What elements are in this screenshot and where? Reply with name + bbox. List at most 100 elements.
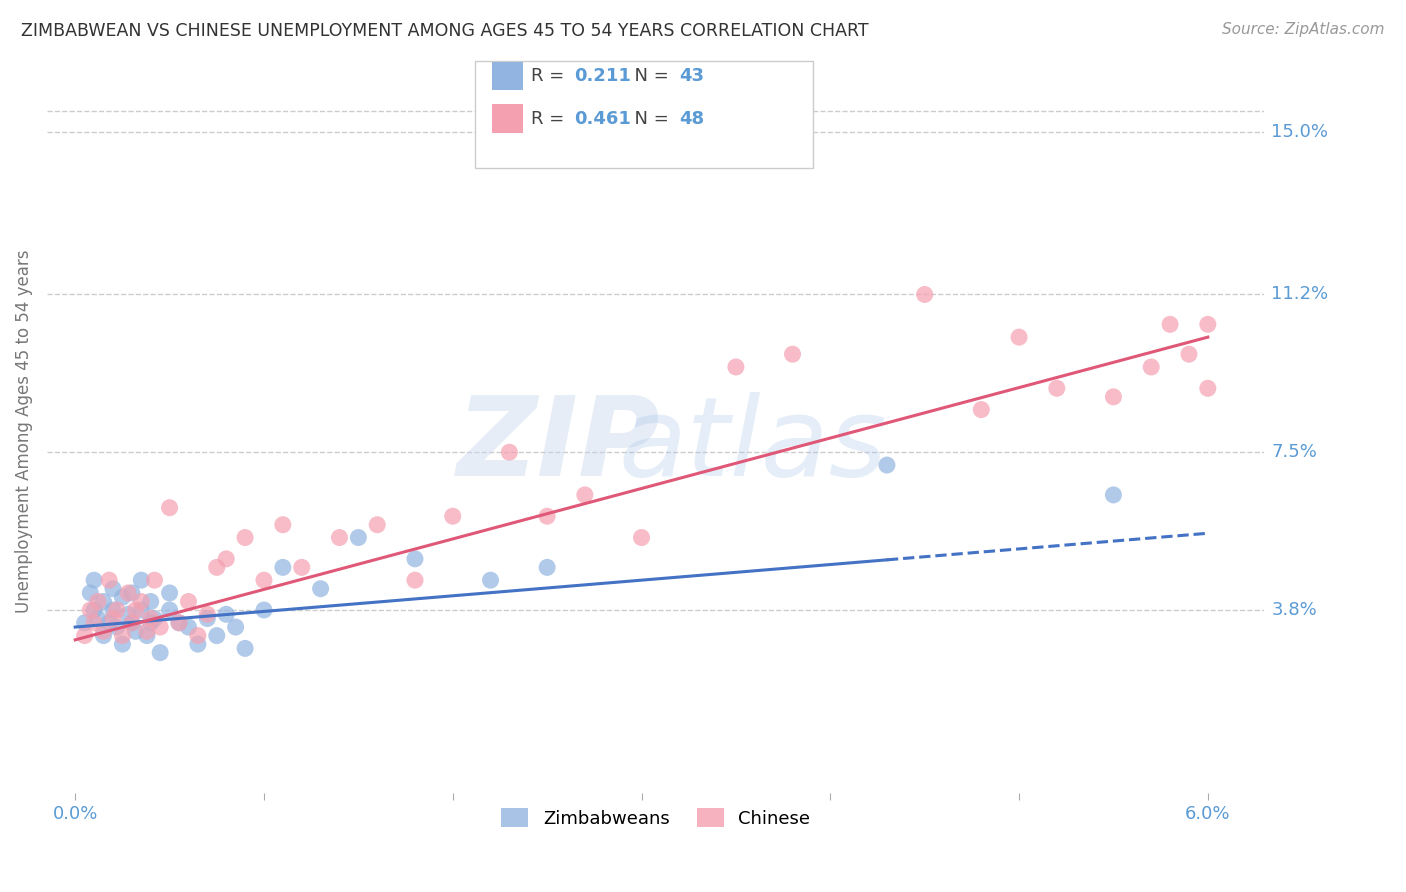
Y-axis label: Unemployment Among Ages 45 to 54 years: Unemployment Among Ages 45 to 54 years (15, 249, 32, 613)
Point (347, 531, 370, 545)
Point (366, 517, 388, 532)
Point (121, 586, 143, 600)
Point (1159, 318, 1181, 332)
Text: atlas: atlas (619, 392, 887, 499)
Point (83, 573, 105, 587)
Point (1102, 390, 1125, 404)
Point (139, 615, 162, 630)
Point (129, 603, 152, 617)
Point (536, 509, 558, 524)
Point (93, 629, 115, 643)
Point (129, 573, 152, 587)
Text: 11.2%: 11.2% (1271, 285, 1329, 303)
Point (149, 646, 172, 660)
Point (1046, 381, 1069, 395)
Point (1102, 488, 1125, 502)
Point (143, 573, 166, 587)
Point (225, 620, 247, 634)
Text: N =: N = (623, 67, 675, 85)
Point (1197, 318, 1219, 332)
Point (167, 615, 190, 630)
Point (876, 458, 898, 472)
Point (271, 517, 294, 532)
Point (187, 629, 209, 643)
Point (167, 615, 190, 630)
Point (441, 509, 464, 524)
Text: ZIP: ZIP (457, 392, 659, 499)
Point (87, 594, 110, 608)
Point (233, 641, 256, 656)
Text: ZIMBABWEAN VS CHINESE UNEMPLOYMENT AMONG AGES 45 TO 54 YEARS CORRELATION CHART: ZIMBABWEAN VS CHINESE UNEMPLOYMENT AMONG… (21, 22, 869, 40)
Point (98, 615, 121, 630)
Point (404, 552, 426, 566)
Point (121, 615, 143, 630)
Point (105, 603, 128, 617)
Point (117, 586, 139, 600)
Text: 15.0%: 15.0% (1271, 123, 1329, 142)
Point (136, 629, 159, 643)
Point (159, 500, 181, 515)
Legend: Zimbabweans, Chinese: Zimbabweans, Chinese (494, 801, 817, 835)
Point (233, 531, 256, 545)
Text: Source: ZipAtlas.com: Source: ZipAtlas.com (1222, 22, 1385, 37)
Point (124, 603, 146, 617)
Point (136, 624, 159, 639)
Point (139, 611, 162, 625)
Point (83, 615, 105, 630)
Point (1140, 359, 1163, 374)
Point (536, 560, 558, 574)
Text: 3.8%: 3.8% (1271, 601, 1317, 619)
Point (73, 615, 96, 630)
Point (93, 594, 115, 608)
Text: N =: N = (623, 110, 675, 128)
Point (195, 607, 218, 622)
Point (111, 591, 134, 605)
Point (177, 620, 200, 634)
Point (970, 402, 993, 417)
Point (205, 629, 228, 643)
Point (215, 607, 238, 622)
Point (291, 560, 314, 574)
Point (187, 637, 209, 651)
Text: 0.461: 0.461 (574, 110, 630, 128)
Point (271, 560, 294, 574)
Point (404, 573, 426, 587)
Point (574, 488, 596, 502)
Point (98, 573, 121, 587)
Point (1178, 347, 1201, 361)
Point (782, 347, 804, 361)
Point (1197, 381, 1219, 395)
Point (121, 615, 143, 630)
Point (79, 603, 101, 617)
Text: R =: R = (531, 67, 571, 85)
Point (914, 287, 936, 301)
Text: R =: R = (531, 110, 571, 128)
Point (159, 603, 181, 617)
Point (101, 603, 124, 617)
Point (73, 629, 96, 643)
Point (1008, 330, 1031, 344)
Point (105, 620, 128, 634)
Text: 48: 48 (679, 110, 704, 128)
Point (215, 552, 238, 566)
Point (328, 531, 350, 545)
Point (724, 359, 747, 374)
Point (498, 445, 520, 459)
Point (309, 582, 332, 596)
Point (253, 573, 276, 587)
Point (93, 624, 115, 639)
Point (253, 603, 276, 617)
Point (630, 531, 652, 545)
Point (83, 603, 105, 617)
Text: 43: 43 (679, 67, 704, 85)
Point (101, 611, 124, 625)
Point (143, 611, 166, 625)
Text: 7.5%: 7.5% (1271, 443, 1317, 461)
Point (101, 582, 124, 596)
Text: 0.211: 0.211 (574, 67, 630, 85)
Point (139, 594, 162, 608)
Point (205, 560, 228, 574)
Point (149, 620, 172, 634)
Point (87, 611, 110, 625)
Point (177, 594, 200, 608)
